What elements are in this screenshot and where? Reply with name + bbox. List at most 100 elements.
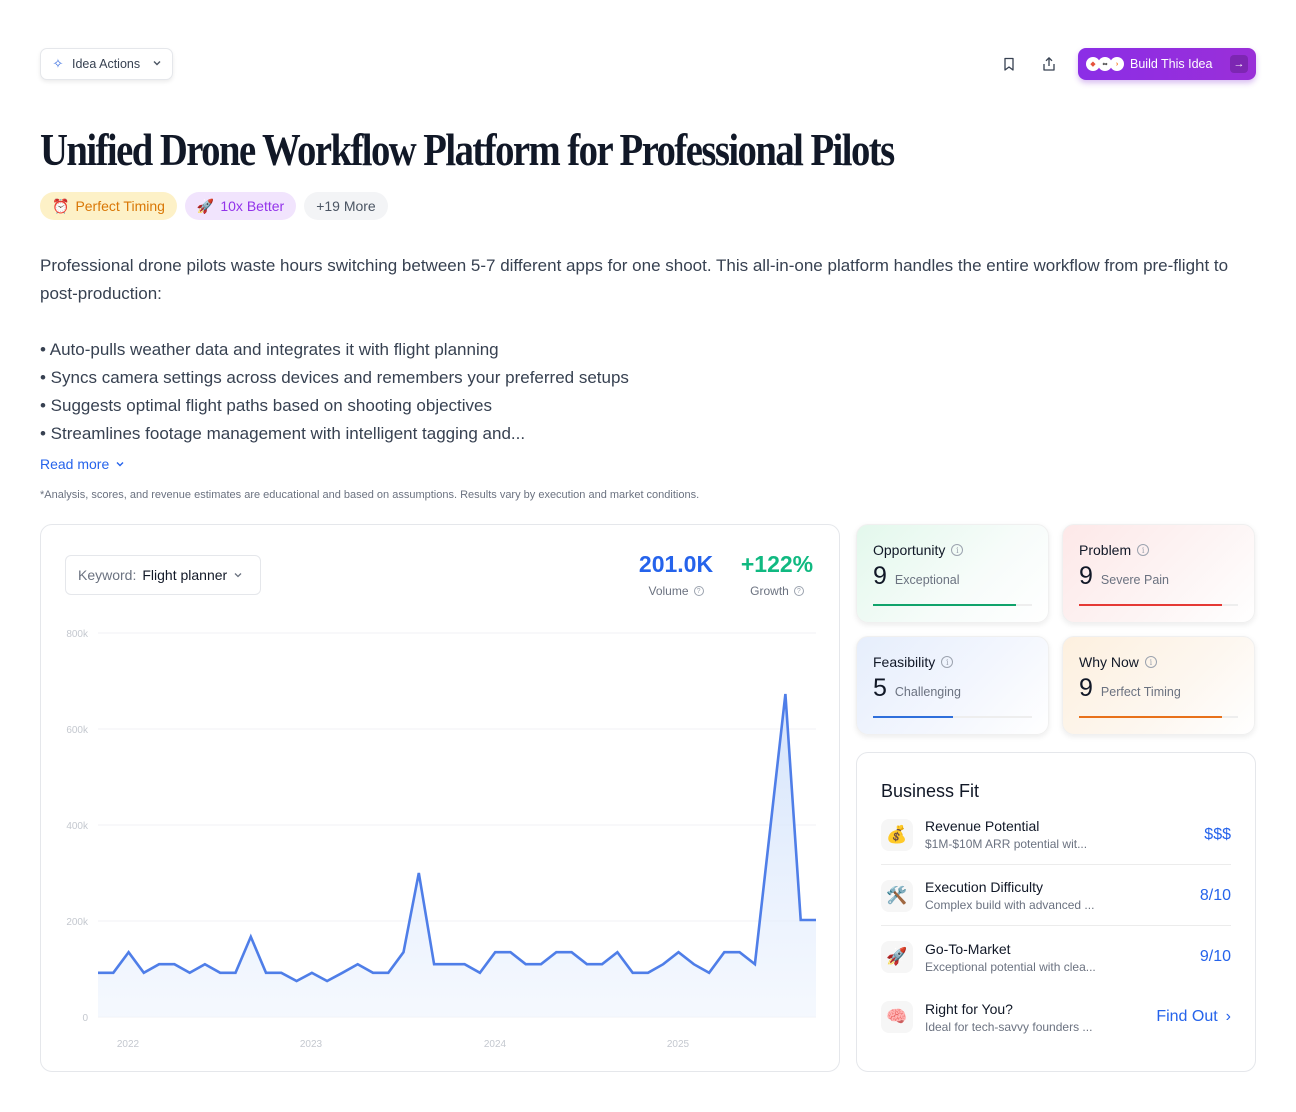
tag-list: ⏰ Perfect Timing 🚀 10x Better +19 More bbox=[40, 192, 388, 220]
score-value: 9 bbox=[1079, 562, 1093, 590]
svg-text:2024: 2024 bbox=[484, 1039, 507, 1050]
logo-icon: › bbox=[1110, 57, 1124, 71]
score-title: Feasibility bbox=[873, 654, 936, 670]
bookmark-icon bbox=[1004, 57, 1014, 71]
svg-text:0: 0 bbox=[82, 1013, 88, 1024]
score-title: Why Now bbox=[1079, 654, 1139, 670]
biz-item-name: Revenue Potential bbox=[925, 818, 1040, 834]
bookmark-button[interactable] bbox=[994, 49, 1024, 79]
score-bar-fill bbox=[873, 604, 1017, 606]
header-actions: ◆ ∞ › Build This Idea → bbox=[994, 48, 1256, 80]
tag-perfect-timing[interactable]: ⏰ Perfect Timing bbox=[40, 192, 177, 220]
money-bag-icon: 💰 bbox=[881, 818, 913, 851]
sparkle-icon: ✧ bbox=[52, 56, 64, 71]
score-bar-fill bbox=[1079, 604, 1223, 606]
score-bar bbox=[1079, 604, 1238, 606]
volume-metric: 201.0K Volume? bbox=[633, 551, 719, 598]
disclaimer-text: *Analysis, scores, and revenue estimates… bbox=[40, 489, 700, 501]
info-icon[interactable]: i bbox=[941, 656, 954, 668]
description-intro: Professional drone pilots waste hours sw… bbox=[40, 256, 1229, 303]
growth-label: Growth bbox=[750, 584, 789, 598]
help-icon[interactable]: ? bbox=[693, 586, 704, 596]
chevron-down-icon bbox=[234, 573, 242, 578]
biz-item-name: Execution Difficulty bbox=[925, 879, 1044, 895]
chevron-down-icon bbox=[116, 462, 124, 467]
biz-item-revenue-potential[interactable]: 💰 Revenue Potential $1M-$10M ARR potentia… bbox=[881, 805, 1231, 865]
score-card-problem[interactable]: Problem i 9 Severe Pain bbox=[1062, 524, 1255, 623]
feature-bullet: • Suggests optimal flight paths based on… bbox=[40, 396, 493, 415]
tools-icon: 🛠️ bbox=[881, 879, 913, 912]
score-label: Challenging bbox=[894, 685, 961, 699]
find-out-label: Find Out bbox=[1156, 1008, 1218, 1025]
arrow-right-icon: → bbox=[1230, 55, 1248, 73]
biz-item-sub: Complex build with advanced ... bbox=[925, 898, 1095, 912]
volume-label: Volume bbox=[648, 584, 689, 598]
score-bar bbox=[873, 604, 1032, 606]
score-title: Opportunity bbox=[873, 542, 946, 558]
score-card-feasibility[interactable]: Feasibility i 5 Challenging bbox=[856, 636, 1049, 735]
biz-item-right-for-you[interactable]: 🧠 Right for You? Ideal for tech-savvy fou… bbox=[881, 987, 1231, 1047]
score-value: 9 bbox=[1079, 674, 1093, 702]
biz-item-sub: Ideal for tech-savvy founders ... bbox=[925, 1019, 1093, 1034]
partner-logos: ◆ ∞ › bbox=[1086, 57, 1124, 71]
brain-icon: 🧠 bbox=[881, 1001, 913, 1033]
share-icon bbox=[1043, 57, 1055, 71]
chevron-right-icon: › bbox=[1225, 1008, 1231, 1025]
biz-item-sub: $1M-$10M ARR potential wit... bbox=[925, 837, 1088, 851]
feature-bullet: • Auto-pulls weather data and integrates… bbox=[40, 340, 499, 359]
keyword-trend-card: Keyword: Flight planner 201.0K Volume? +… bbox=[40, 524, 840, 1072]
alarm-clock-icon: ⏰ bbox=[52, 197, 70, 214]
build-this-idea-button[interactable]: ◆ ∞ › Build This Idea → bbox=[1078, 48, 1256, 80]
business-fit-title: Business Fit bbox=[881, 781, 980, 801]
score-label: Exceptional bbox=[894, 573, 960, 587]
keyword-label: Keyword: bbox=[78, 567, 137, 583]
idea-description: Professional drone pilots waste hours sw… bbox=[40, 252, 1256, 448]
read-more-label: Read more bbox=[40, 456, 110, 472]
top-bar: ✧ Idea Actions ◆ ∞ › Build This Idea → bbox=[40, 48, 1256, 80]
biz-item-value: 8/10 bbox=[1199, 886, 1231, 904]
info-icon[interactable]: i bbox=[1144, 656, 1157, 668]
score-value: 5 bbox=[873, 674, 887, 702]
info-icon[interactable]: i bbox=[951, 544, 964, 556]
svg-text:2025: 2025 bbox=[667, 1039, 690, 1050]
keyword-select[interactable]: Keyword: Flight planner bbox=[65, 555, 261, 595]
score-value: 9 bbox=[873, 562, 887, 590]
idea-actions-dropdown[interactable]: ✧ Idea Actions bbox=[40, 48, 173, 80]
tag-label: 10x Better bbox=[220, 198, 285, 214]
biz-item-name: Go-To-Market bbox=[925, 940, 1011, 957]
page-title: Unified Drone Workflow Platform for Prof… bbox=[40, 125, 895, 175]
feature-bullet: • Syncs camera settings across devices a… bbox=[40, 368, 629, 387]
svg-text:400k: 400k bbox=[66, 821, 89, 832]
biz-item-value: $$$ bbox=[1204, 825, 1231, 843]
help-icon[interactable]: ? bbox=[793, 586, 804, 596]
score-card-why-now[interactable]: Why Now i 9 Perfect Timing bbox=[1062, 636, 1255, 735]
keyword-value: Flight planner bbox=[142, 567, 228, 583]
feature-bullet: • Streamlines footage management with in… bbox=[40, 424, 526, 443]
logo-icon: ∞ bbox=[1098, 57, 1112, 71]
read-more-link[interactable]: Read more bbox=[40, 456, 125, 472]
find-out-link[interactable]: Find Out › bbox=[1156, 1008, 1231, 1026]
score-card-opportunity[interactable]: Opportunity i 9 Exceptional bbox=[856, 524, 1049, 623]
tag-10x-better[interactable]: 🚀 10x Better bbox=[184, 192, 297, 220]
svg-text:800k: 800k bbox=[66, 629, 89, 640]
build-button-label: Build This Idea bbox=[1130, 57, 1213, 71]
tag-label: Perfect Timing bbox=[75, 198, 165, 214]
tag-more[interactable]: +19 More bbox=[304, 192, 388, 220]
idea-actions-label: Idea Actions bbox=[72, 57, 141, 71]
biz-item-sub: Exceptional potential with clea... bbox=[925, 959, 1096, 974]
chevron-down-icon bbox=[152, 58, 162, 71]
info-icon[interactable]: i bbox=[1137, 544, 1150, 556]
volume-value: 201.0K bbox=[638, 551, 714, 577]
rocket-icon: 🚀 bbox=[881, 941, 913, 973]
biz-item-execution-difficulty[interactable]: 🛠️ Execution Difficulty Complex build wit… bbox=[881, 866, 1231, 926]
trend-chart[interactable]: 0 200k 400k 600k 800k 2022 2023 2024 2025 bbox=[41, 525, 841, 1073]
rocket-icon: 🚀 bbox=[196, 197, 215, 214]
svg-text:2022: 2022 bbox=[117, 1039, 140, 1050]
growth-value: +122% bbox=[740, 551, 814, 577]
share-button[interactable] bbox=[1034, 49, 1064, 79]
svg-text:600k: 600k bbox=[66, 725, 89, 736]
growth-metric: +122% Growth? bbox=[737, 551, 817, 598]
score-bar bbox=[1079, 716, 1238, 718]
biz-item-go-to-market[interactable]: 🚀 Go-To-Market Exceptional potential with… bbox=[881, 927, 1231, 987]
business-fit-card: Business Fit 💰 Revenue Potential $1M-$10M… bbox=[856, 752, 1256, 1072]
